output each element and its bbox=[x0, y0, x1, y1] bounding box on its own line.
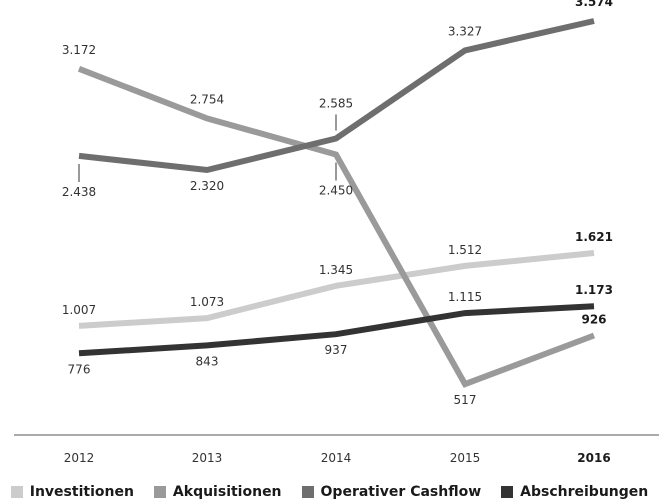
data-label-cashflow-2013: 2.320 bbox=[190, 179, 224, 193]
data-label-akquisitionen-2012: 3.172 bbox=[62, 43, 96, 57]
legend-swatch-cashflow bbox=[301, 486, 314, 498]
data-label-abschreibungen-2016: 1.173 bbox=[575, 283, 613, 297]
legend-item-cashflow: Operativer Cashflow bbox=[301, 484, 482, 500]
legend-item-investitionen: Investitionen bbox=[10, 484, 134, 500]
series-line-abschreibungen bbox=[78, 303, 595, 357]
x-tick-label-2012: 2012 bbox=[64, 451, 95, 465]
legend-label-abschreibungen: Abschreibungen bbox=[520, 484, 649, 500]
x-tick-label-2015: 2015 bbox=[450, 451, 481, 465]
legend-label-investitionen: Investitionen bbox=[29, 484, 134, 500]
data-label-akquisitionen-2015: 517 bbox=[454, 393, 477, 407]
data-label-investitionen-2014: 1.345 bbox=[319, 263, 353, 277]
legend-label-akquisitionen: Akquisitionen bbox=[172, 484, 282, 500]
line-chart: 1.007 1.073 1.345 1.512 1.621 3.172 2.754 2.450… bbox=[14, 0, 659, 465]
data-label-abschreibungen-2014: 937 bbox=[325, 343, 348, 357]
data-label-akquisitionen-2014: 2.450 bbox=[319, 184, 353, 198]
data-label-akquisitionen-2016: 926 bbox=[581, 313, 606, 327]
data-label-abschreibungen-2012: 776 bbox=[68, 362, 91, 376]
data-label-investitionen-2016: 1.621 bbox=[575, 230, 613, 244]
series-line-investitionen bbox=[78, 250, 595, 329]
x-tick-label-2013: 2013 bbox=[192, 451, 223, 465]
data-label-investitionen-2012: 1.007 bbox=[62, 303, 96, 317]
data-label-cashflow-2014: 2.585 bbox=[319, 96, 353, 110]
data-label-investitionen-2015: 1.512 bbox=[448, 243, 482, 257]
series-line-cashflow bbox=[78, 18, 595, 174]
label-leader-lines bbox=[78, 114, 337, 182]
data-label-cashflow-2015: 3.327 bbox=[448, 24, 482, 38]
data-label-cashflow-2012: 2.438 bbox=[62, 185, 96, 199]
legend-swatch-akquisitionen bbox=[153, 486, 166, 498]
data-labels: 1.007 1.073 1.345 1.512 1.621 3.172 2.754 2.450… bbox=[62, 0, 613, 407]
legend-swatch-investitionen bbox=[10, 486, 23, 498]
x-axis-tick-labels: 2012 2013 2014 2015 2016 bbox=[64, 451, 611, 465]
legend-label-cashflow: Operativer Cashflow bbox=[320, 484, 482, 500]
data-label-abschreibungen-2013: 843 bbox=[196, 354, 219, 368]
legend: Investitionen Akquisitionen Operativer Cas… bbox=[0, 481, 659, 503]
x-tick-label-2016: 2016 bbox=[577, 451, 610, 465]
legend-item-akquisitionen: Akquisitionen bbox=[153, 484, 282, 500]
series-line-akquisitionen bbox=[77, 66, 596, 388]
legend-item-abschreibungen: Abschreibungen bbox=[501, 484, 648, 500]
data-label-abschreibungen-2015: 1.115 bbox=[448, 290, 482, 304]
legend-swatch-abschreibungen bbox=[501, 486, 514, 498]
data-label-akquisitionen-2013: 2.754 bbox=[190, 92, 224, 106]
data-label-investitionen-2013: 1.073 bbox=[190, 295, 224, 309]
x-tick-label-2014: 2014 bbox=[321, 451, 352, 465]
data-label-cashflow-2016: 3.574 bbox=[575, 0, 613, 9]
series-lines bbox=[77, 18, 596, 388]
